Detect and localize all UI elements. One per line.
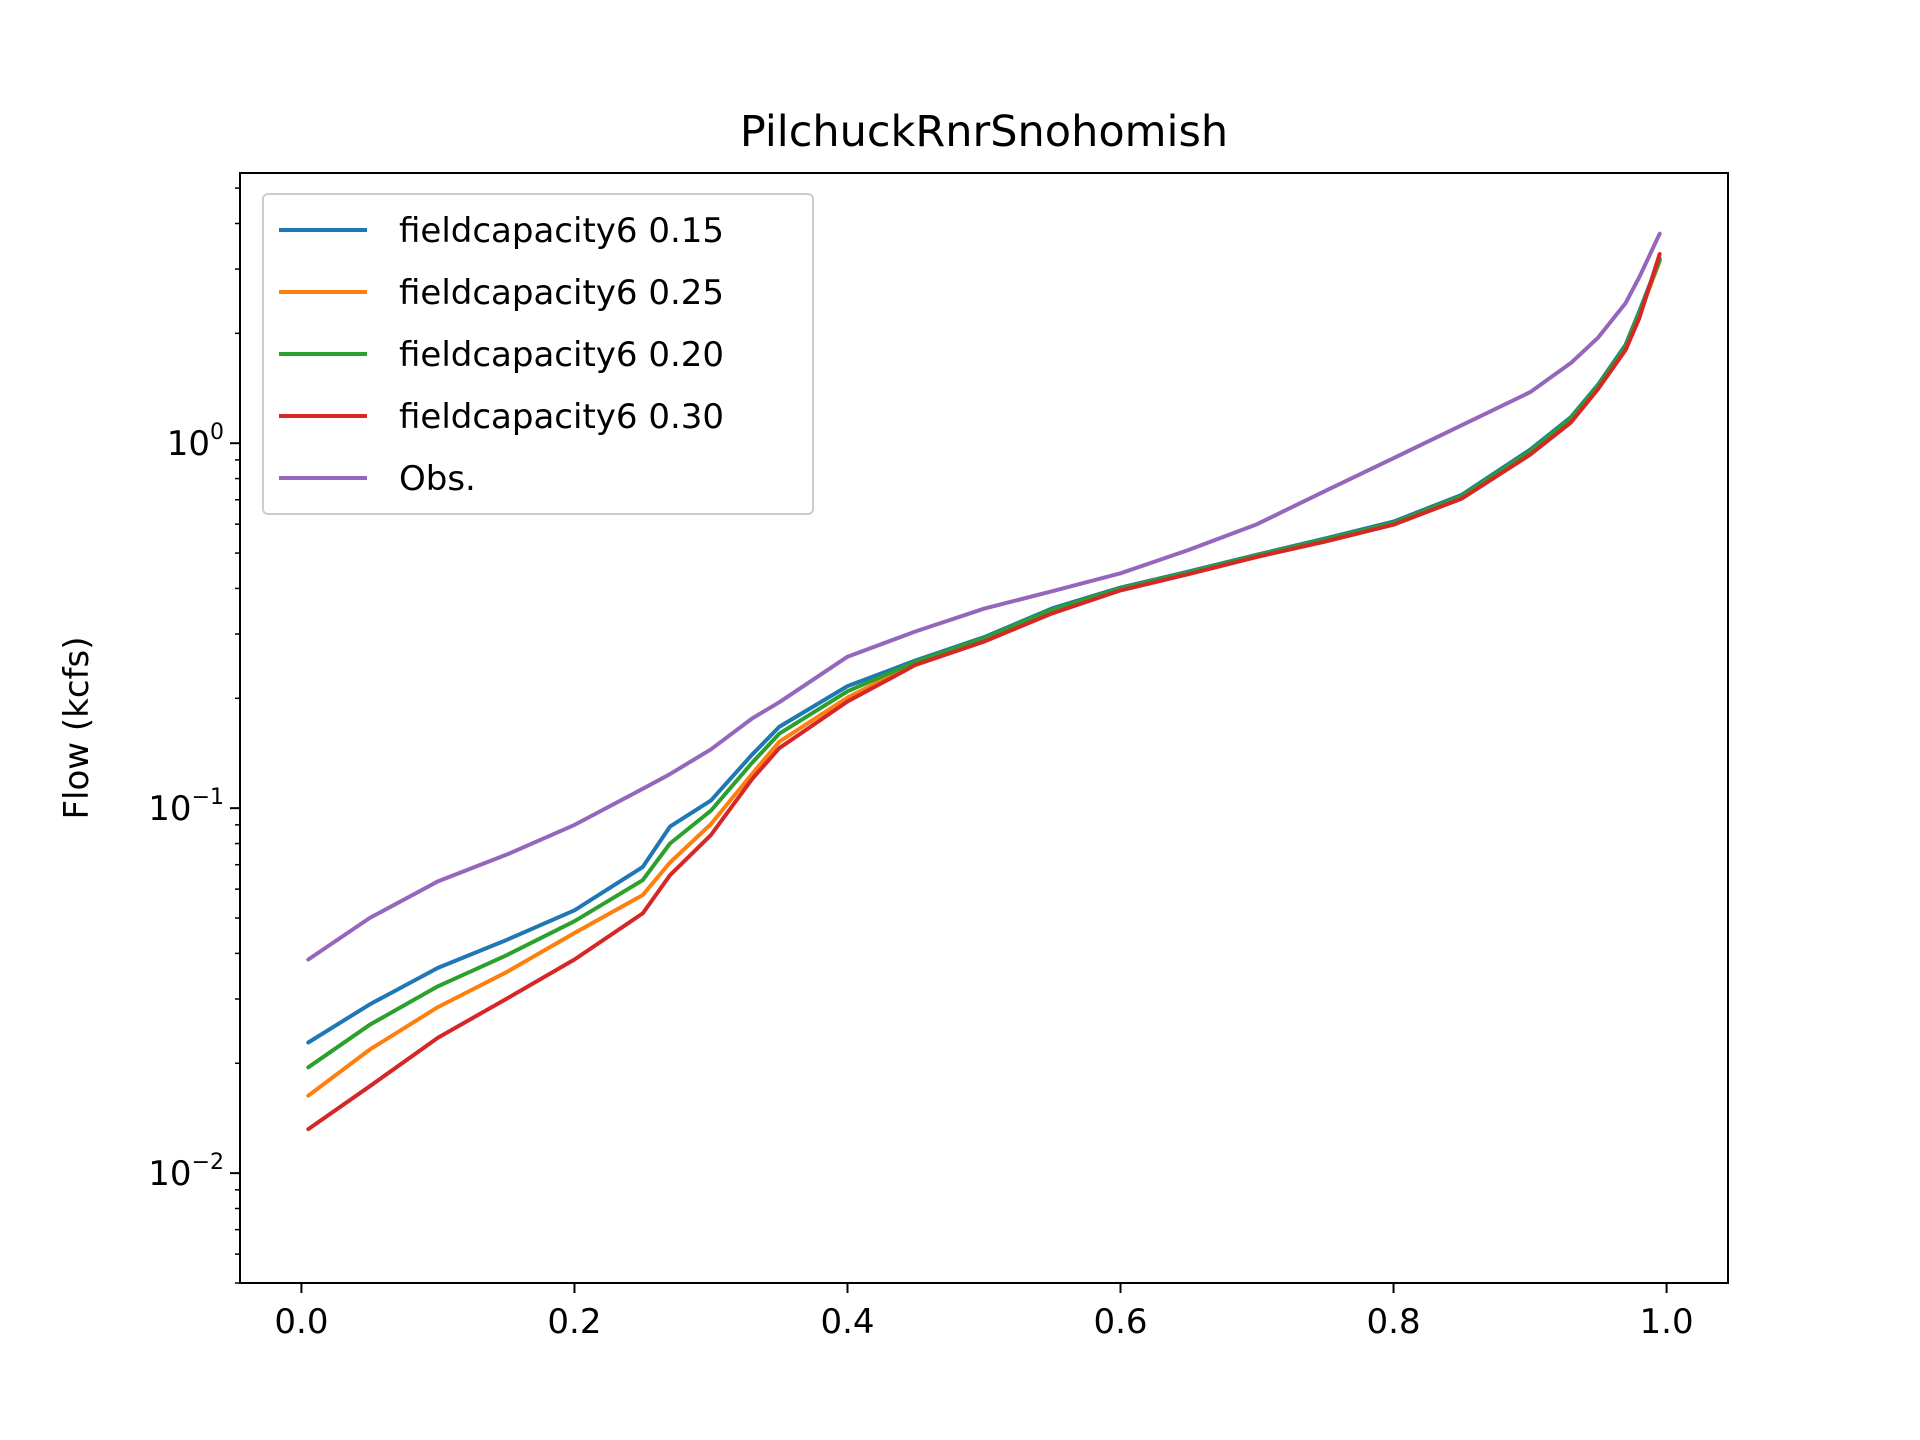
legend-label: Obs. bbox=[399, 459, 476, 499]
y-tick-exponent: 0 bbox=[210, 420, 224, 445]
y-tick-base: 10 bbox=[167, 424, 210, 464]
y-tick-base: 10 bbox=[148, 1154, 191, 1194]
y-tick-label: 10−2 bbox=[148, 1150, 224, 1194]
legend-label: fieldcapacity6 0.25 bbox=[399, 273, 724, 313]
legend-label: fieldcapacity6 0.20 bbox=[399, 335, 724, 375]
series-line-4 bbox=[306, 231, 1662, 962]
x-axis: 0.0 0.2 0.4 0.6 0.8 1.0 bbox=[274, 1283, 1694, 1342]
x-tick-label: 0.2 bbox=[547, 1302, 601, 1342]
y-tick-label: 100 bbox=[167, 420, 224, 464]
x-tick-label: 0.4 bbox=[820, 1302, 874, 1342]
y-tick-exponent: −2 bbox=[192, 1150, 224, 1175]
legend-label: fieldcapacity6 0.15 bbox=[399, 211, 724, 251]
legend-label: fieldcapacity6 0.30 bbox=[399, 397, 724, 437]
legend-box bbox=[262, 193, 814, 515]
chart-title: PilchuckRnrSnohomish bbox=[740, 107, 1228, 157]
x-tick-label: 0.8 bbox=[1367, 1302, 1421, 1342]
y-tick-exponent: −1 bbox=[192, 785, 224, 810]
legend: fieldcapacity6 0.15 fieldcapacity6 0.25 fi… bbox=[262, 193, 814, 515]
y-tick-base: 10 bbox=[148, 789, 191, 829]
y-tick-label: 10−1 bbox=[148, 785, 224, 829]
series-line-3 bbox=[306, 252, 1662, 1132]
x-tick-label: 0.0 bbox=[274, 1302, 328, 1342]
plot-frame bbox=[239, 172, 1729, 1284]
x-tick-label: 1.0 bbox=[1640, 1302, 1694, 1342]
plot-lines bbox=[306, 231, 1662, 1132]
y-axis-label: Flow (kcfs) bbox=[57, 636, 97, 819]
x-tick-label: 0.6 bbox=[1093, 1302, 1147, 1342]
series-line-2 bbox=[306, 257, 1662, 1070]
